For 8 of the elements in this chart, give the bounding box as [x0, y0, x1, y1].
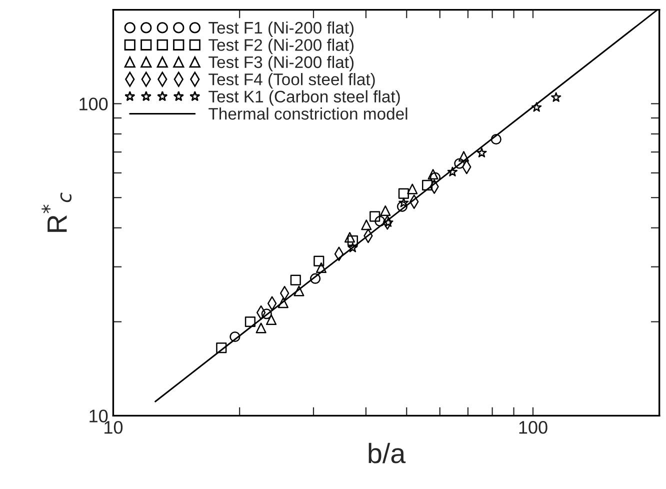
legend-label: Test F2 (Ni-200 flat): [208, 38, 354, 54]
y-axis-title: R$^{*}$$_{c}$: [42, 192, 72, 232]
legend-label: Test F4 (Tool steel flat): [208, 73, 375, 89]
legend-label: Test F3 (Ni-200 flat): [208, 56, 354, 72]
legend-label: Thermal constriction model: [208, 107, 408, 120]
legend-label: Test K1 (Carbon steel flat): [208, 90, 400, 106]
legend-label: Test F1 (Ni-200 flat): [208, 21, 354, 37]
x-axis-title: b/a: [368, 442, 406, 464]
